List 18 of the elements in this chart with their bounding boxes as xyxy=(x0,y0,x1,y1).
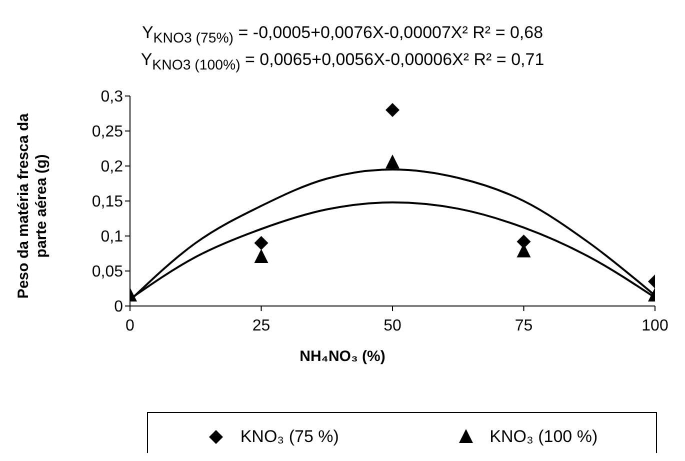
y-tick-label: 0,3 xyxy=(100,88,124,106)
legend-label: KNO₃ (75 %) xyxy=(240,427,339,447)
y-tick-label: 0,05 xyxy=(92,264,124,281)
x-tick-label: 25 xyxy=(252,317,270,334)
y-axis-title: Peso da matéria fresca da parte aérea (g) xyxy=(15,112,51,301)
y-tick-label: 0 xyxy=(114,298,124,316)
y-tick-label: 0,15 xyxy=(92,194,124,211)
legend-label: KNO₃ (100 %) xyxy=(490,427,598,447)
y-tick-label: 0,25 xyxy=(92,124,124,141)
x-tick-label: 100 xyxy=(642,317,668,334)
x-tick-label: 0 xyxy=(126,317,135,334)
chart-title: Y$_{KNO3 (75%)}$ = -0,0005+0,0076X-0,00007X² R² = 0,68 xyxy=(140,22,544,48)
y-tick-label: 0,2 xyxy=(100,158,124,176)
x-axis-title: NH₄NO₃ (%) xyxy=(298,348,386,365)
x-tick-label: 75 xyxy=(514,317,533,334)
x-tick-label: 50 xyxy=(384,317,402,334)
chart-subtitle: Y$_{KNO3 (100%)}$ = 0,0065+0,0056X-0,00006X² R² = 0,71 xyxy=(140,49,546,76)
y-tick-label: 0,1 xyxy=(100,228,124,246)
